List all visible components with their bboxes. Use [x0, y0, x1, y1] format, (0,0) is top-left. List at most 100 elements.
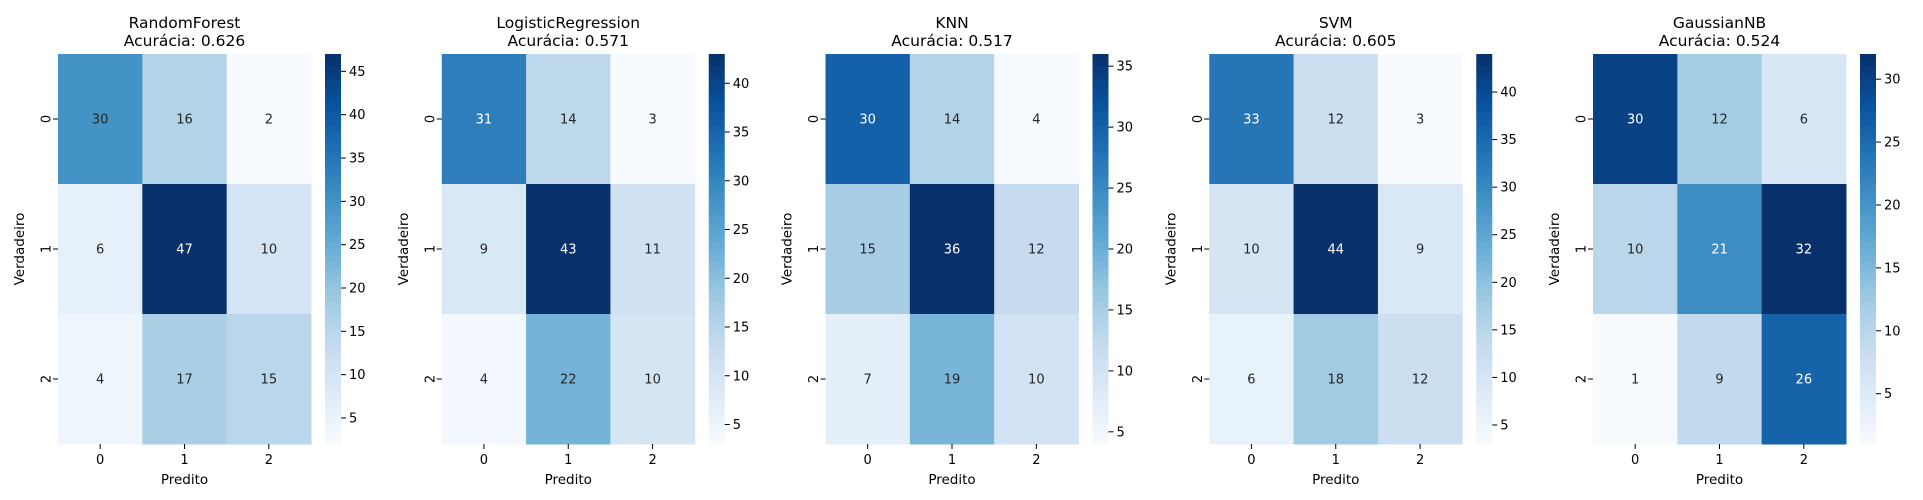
colorbar-tick-label: 20: [349, 282, 366, 297]
colorbar-segment: [1092, 145, 1109, 153]
colorbar-segment: [325, 197, 341, 205]
cell-value-label: 6: [1247, 373, 1255, 388]
colorbar-segment: [1476, 171, 1493, 179]
heatmap-cell: [1209, 184, 1295, 315]
colorbar-segment: [1476, 60, 1493, 68]
colorbar-segment: [1860, 177, 1876, 185]
colorbar-segment: [1476, 125, 1493, 133]
colorbar-segment: [1860, 255, 1876, 263]
cell-value-label: 30: [1627, 113, 1644, 128]
colorbar-segment: [1092, 327, 1109, 335]
colorbar-segment: [708, 340, 725, 348]
colorbar-segment: [1092, 93, 1109, 101]
heatmap-cell: [909, 314, 995, 445]
colorbar-segment: [1476, 333, 1493, 341]
colorbar-segment: [325, 73, 341, 81]
colorbar-segment: [1860, 379, 1876, 387]
cell-value-label: 21: [1711, 243, 1728, 258]
colorbar-segment: [708, 86, 725, 94]
heatmap-cell: [142, 184, 228, 315]
heatmap-cell: [441, 54, 527, 185]
colorbar-tick-label: 35: [349, 152, 366, 167]
colorbar-segment: [1476, 437, 1493, 445]
colorbar-tick-label: 25: [349, 238, 366, 253]
heatmap-cell: [142, 54, 228, 185]
colorbar-segment: [1476, 210, 1493, 218]
colorbar-segment: [325, 314, 341, 322]
colorbar-segment: [1476, 411, 1493, 419]
heatmap-cell: [1377, 314, 1463, 445]
heatmap-cell: [825, 314, 911, 445]
x-tick-label: 0: [1631, 453, 1639, 468]
x-tick-label: 2: [1032, 453, 1040, 468]
colorbar-segment: [1092, 210, 1109, 218]
colorbar-segment: [1092, 112, 1109, 120]
heatmap-cell: [1677, 184, 1763, 315]
colorbar-segment: [1476, 223, 1493, 231]
colorbar-tick-label: 5: [733, 418, 741, 433]
colorbar-segment: [708, 405, 725, 413]
colorbar-segment: [1860, 86, 1876, 94]
colorbar-segment: [1476, 301, 1493, 309]
y-tick-label: 1: [807, 245, 822, 253]
colorbar-segment: [1860, 80, 1876, 88]
cell-value-label: 17: [176, 373, 193, 388]
heatmap-cell: [526, 54, 611, 185]
colorbar-segment: [1860, 405, 1876, 413]
colorbar-segment: [1860, 437, 1876, 445]
colorbar-segment: [1860, 418, 1876, 426]
colorbar-segment: [1476, 424, 1493, 432]
heatmap-cell: [994, 54, 1079, 185]
colorbar-segment: [708, 392, 725, 400]
y-tick-label: 2: [1191, 375, 1206, 383]
colorbar-tick-label: 10: [1500, 371, 1517, 386]
colorbar-segment: [1476, 112, 1493, 120]
colorbar-segment: [1476, 197, 1493, 205]
cell-value-label: 4: [96, 373, 104, 388]
heatmap-cell: [526, 184, 611, 315]
cell-value-label: 10: [1028, 373, 1045, 388]
colorbar-segment: [325, 112, 341, 120]
x-axis-label: Predito: [1312, 472, 1359, 488]
colorbar-segment: [1092, 275, 1109, 283]
colorbar-segment: [1860, 398, 1876, 406]
cell-value-label: 32: [1796, 243, 1813, 258]
heatmap-cell: [1761, 54, 1847, 185]
colorbar-segment: [1860, 93, 1876, 101]
heatmap-cell: [909, 54, 995, 185]
colorbar-segment: [325, 210, 341, 218]
cell-value-label: 1: [1631, 373, 1639, 388]
colorbar-segment: [1860, 366, 1876, 374]
colorbar-tick-label: 40: [1500, 86, 1517, 101]
colorbar-segment: [708, 418, 725, 426]
colorbar-segment: [1860, 249, 1876, 257]
heatmap-cell: [441, 184, 527, 315]
colorbar-segment: [1476, 177, 1493, 185]
colorbar-segment: [325, 60, 341, 68]
colorbar-segment: [325, 385, 341, 393]
colorbar-segment: [1092, 431, 1109, 439]
colorbar-segment: [1476, 164, 1493, 172]
colorbar-segment: [708, 236, 725, 244]
colorbar-segment: [1476, 216, 1493, 224]
cell-value-label: 47: [176, 243, 193, 258]
colorbar-segment: [1860, 132, 1876, 140]
colorbar-segment: [325, 411, 341, 419]
colorbar-segment: [325, 301, 341, 309]
colorbar-segment: [1860, 385, 1876, 393]
cell-value-label: 2: [265, 113, 273, 128]
y-tick-label: 0: [1575, 115, 1590, 123]
colorbar-segment: [708, 281, 725, 289]
y-tick-label: 0: [807, 115, 822, 123]
colorbar-segment: [708, 314, 725, 322]
colorbar-segment: [1476, 366, 1493, 374]
colorbar-segment: [1476, 340, 1493, 348]
colorbar-segment: [1860, 340, 1876, 348]
colorbar-segment: [1476, 249, 1493, 257]
x-tick-label: 1: [1715, 453, 1723, 468]
colorbar-segment: [1092, 418, 1109, 426]
colorbar-segment: [1860, 333, 1876, 341]
